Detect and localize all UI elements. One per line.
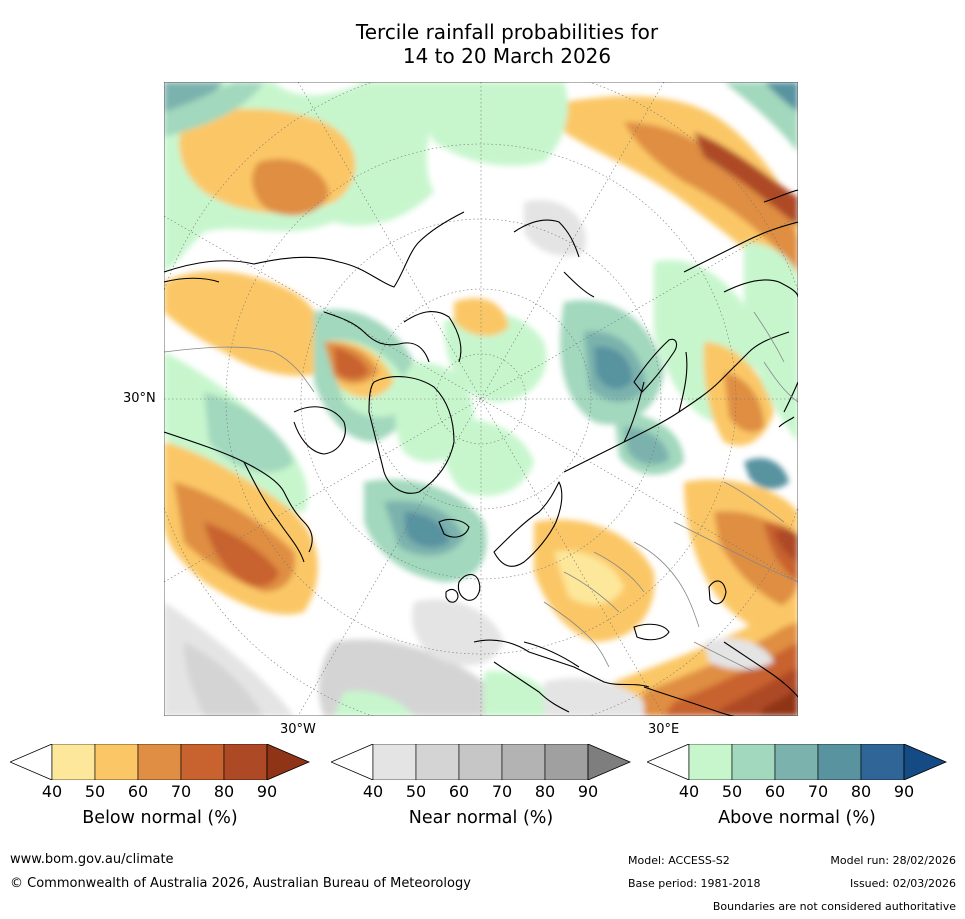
legend-near-max-arrow — [587, 744, 631, 780]
legend-above-tick: 40 — [678, 782, 700, 801]
legend-below-swatch — [94, 744, 139, 780]
title-line-1: Tercile rainfall probabilities for — [355, 20, 659, 44]
legend-below-normal — [10, 744, 310, 780]
legend-below-tick: 80 — [213, 782, 235, 801]
title-line-2: 14 to 20 March 2026 — [402, 44, 612, 68]
lat-label-30n: 30°N — [123, 391, 156, 406]
legend-near-tick: 70 — [491, 782, 513, 801]
legend-near-tick: 60 — [448, 782, 470, 801]
legend-above-swatch — [774, 744, 819, 780]
legend-below-tick: 70 — [170, 782, 192, 801]
legend-below-swatch — [51, 744, 96, 780]
map-canvas — [163, 81, 799, 717]
legend-above-title: Above normal (%) — [718, 808, 876, 828]
legend-above-tick: 70 — [807, 782, 829, 801]
legend-near-min-arrow — [331, 744, 374, 780]
legend-near-swatch — [458, 744, 503, 780]
legend-above-colorbar — [647, 744, 947, 780]
issued-date: Issued: 02/03/2026 — [849, 877, 956, 890]
legend-above-tick: 90 — [893, 782, 915, 801]
legend-near-swatch — [415, 744, 460, 780]
legend-near-tick: 40 — [362, 782, 384, 801]
legend-below-tick: 90 — [256, 782, 278, 801]
legend-below-colorbar — [10, 744, 310, 780]
coastlines — [164, 189, 798, 716]
lon-label-30w: 30°W — [280, 722, 316, 737]
legend-below-min-arrow — [10, 744, 53, 780]
model-name: Model: ACCESS-S2 — [628, 854, 730, 867]
legend-near-swatch — [544, 744, 589, 780]
copyright-text: © Commonwealth of Australia 2026, Austra… — [10, 876, 471, 891]
map-title: Tercile rainfall probabilities for 14 to… — [0, 20, 965, 68]
legend-near-swatch — [372, 744, 417, 780]
legend-above-swatch — [731, 744, 776, 780]
legend-above-swatch — [688, 744, 733, 780]
legend-near-colorbar — [331, 744, 631, 780]
legend-near-tick: 80 — [534, 782, 556, 801]
legend-above-swatch — [817, 744, 862, 780]
polar-probability-map — [163, 81, 799, 717]
legend-above-swatch — [860, 744, 905, 780]
graticule — [164, 82, 798, 716]
legend-below-title: Below normal (%) — [82, 808, 238, 828]
base-period: Base period: 1981-2018 — [628, 877, 761, 890]
legend-near-tick: 90 — [577, 782, 599, 801]
legend-below-tick: 60 — [127, 782, 149, 801]
website-link[interactable]: www.bom.gov.au/climate — [10, 852, 174, 867]
legend-below-max-arrow — [266, 744, 310, 780]
legend-below-swatch — [223, 744, 268, 780]
legend-below-tick: 40 — [41, 782, 63, 801]
legend-below-tick: 50 — [84, 782, 106, 801]
model-run: Model run: 28/02/2026 — [830, 854, 956, 867]
legend-above-min-arrow — [647, 744, 690, 780]
legend-near-swatch — [501, 744, 546, 780]
legend-above-normal — [647, 744, 947, 780]
legend-near-tick: 50 — [405, 782, 427, 801]
legend-below-swatch — [180, 744, 225, 780]
lon-label-30e: 30°E — [648, 722, 680, 737]
legend-below-swatch — [137, 744, 182, 780]
legend-above-max-arrow — [903, 744, 947, 780]
country-borders — [164, 311, 798, 673]
probability-shading — [164, 82, 798, 716]
legend-near-normal — [331, 744, 631, 780]
legend-above-tick: 50 — [721, 782, 743, 801]
legend-above-tick: 80 — [850, 782, 872, 801]
legend-near-title: Near normal (%) — [408, 808, 554, 828]
boundary-disclaimer: Boundaries are not considered authoritat… — [712, 900, 956, 913]
legend-above-tick: 60 — [764, 782, 786, 801]
